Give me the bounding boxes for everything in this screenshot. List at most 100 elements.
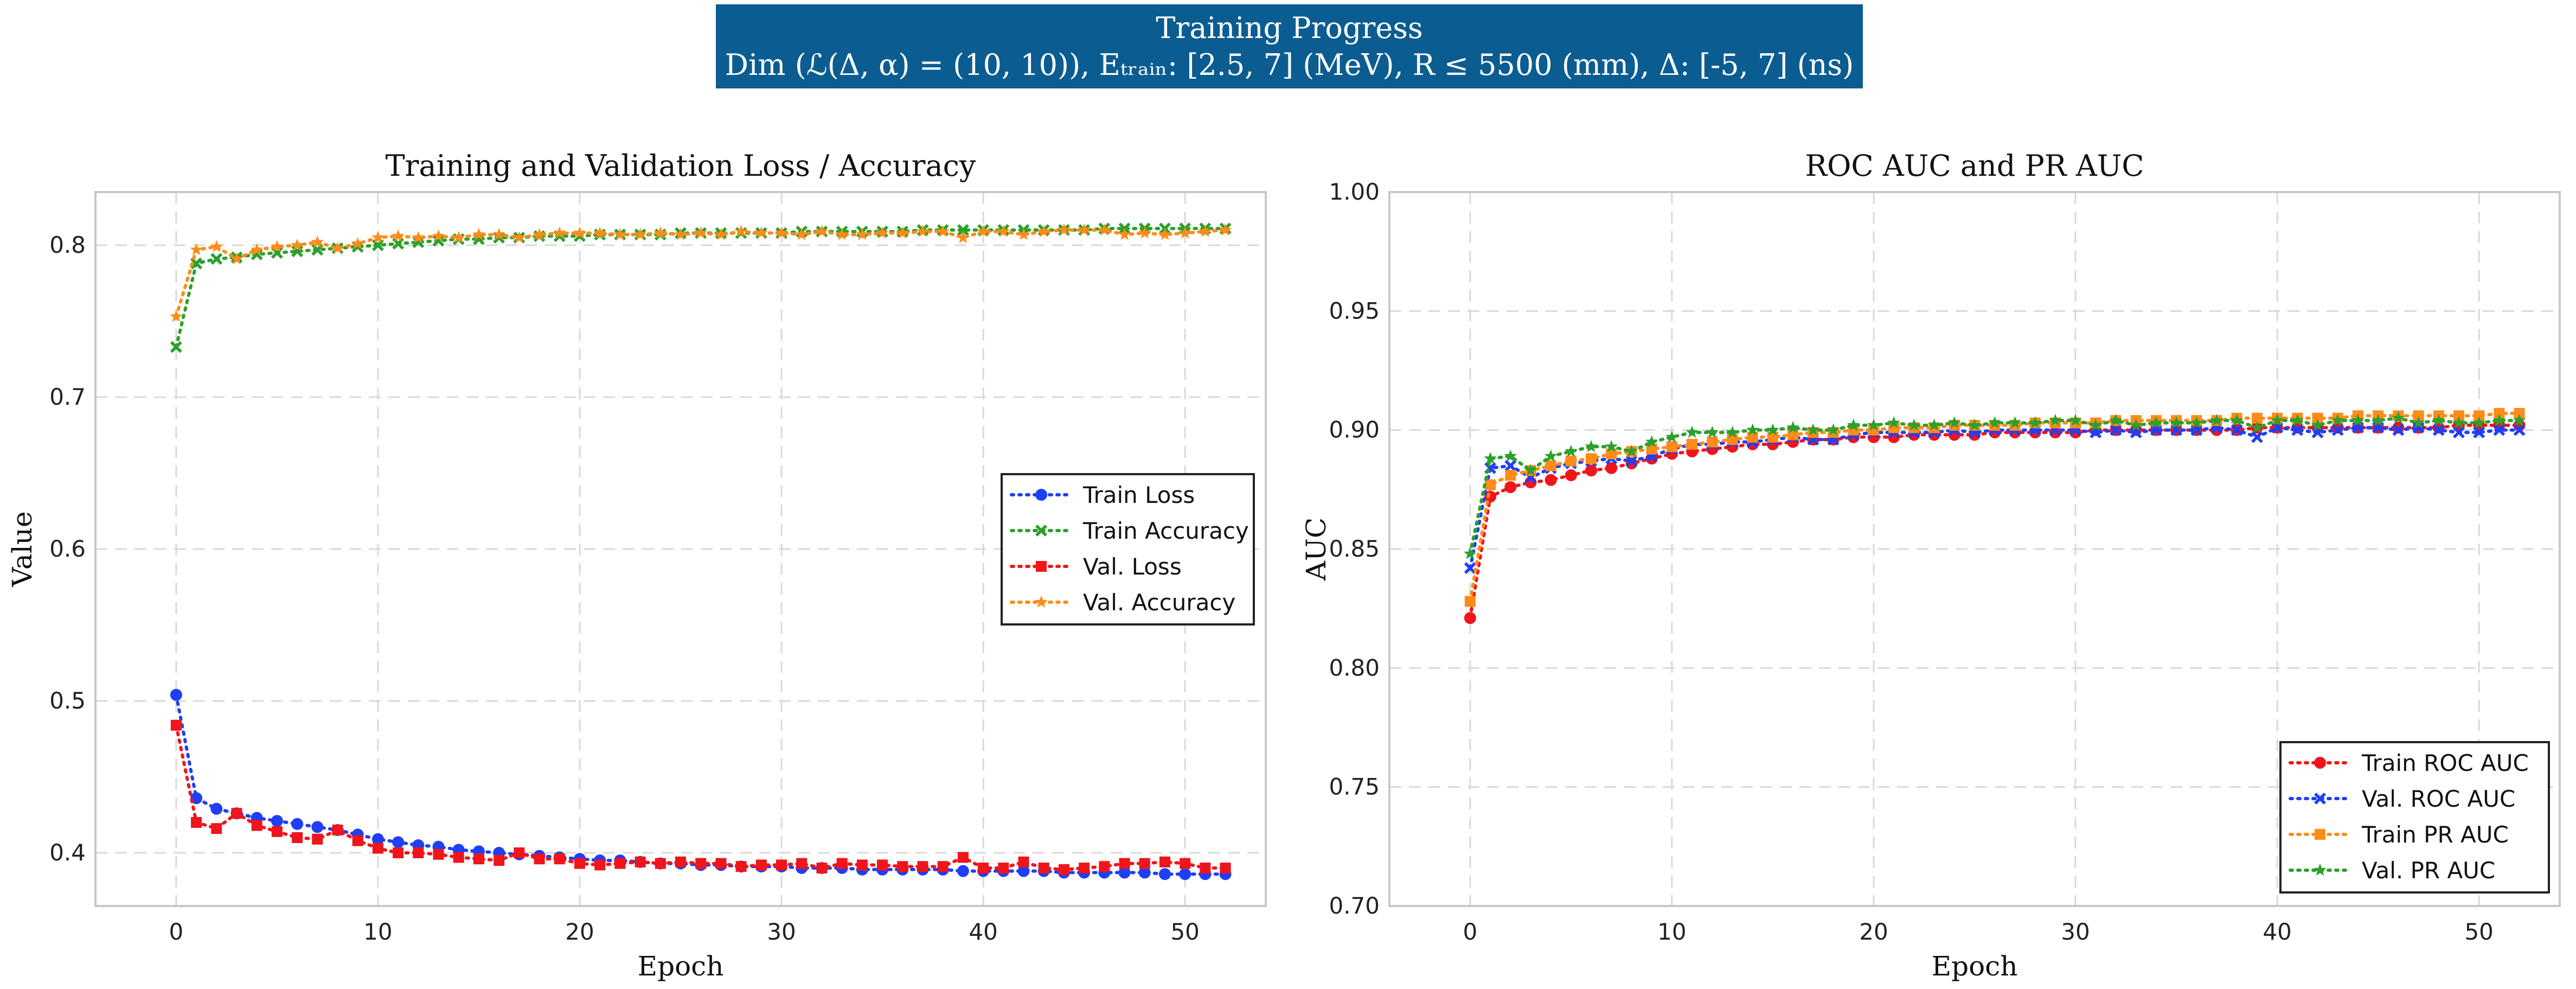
data-point	[1200, 863, 1211, 873]
data-point	[614, 858, 626, 869]
data-point	[675, 856, 686, 867]
data-point	[1037, 225, 1050, 237]
data-point	[2109, 413, 2123, 426]
data-point	[432, 229, 445, 242]
data-point	[1605, 462, 1618, 474]
legend-label: Val. Accuracy	[1083, 589, 1235, 616]
data-point	[1948, 416, 1961, 429]
data-point	[2412, 416, 2425, 429]
data-point	[957, 852, 969, 863]
data-point	[1138, 866, 1151, 879]
chart-title: Training and Validation Loss / Accuracy	[386, 149, 976, 183]
data-point	[2513, 424, 2526, 436]
data-point	[734, 225, 748, 237]
data-point	[1927, 418, 1941, 431]
series-line	[1468, 412, 2521, 603]
data-point	[170, 688, 182, 701]
data-point	[514, 847, 525, 858]
data-point	[2331, 424, 2344, 436]
series-train-accuracy	[170, 222, 1232, 353]
data-point	[2251, 431, 2263, 443]
data-point	[1220, 863, 1231, 873]
data-point	[2432, 413, 2445, 426]
data-point	[494, 855, 505, 866]
legend-label: Val. ROC AUC	[2362, 786, 2515, 812]
data-point	[715, 858, 727, 869]
data-point	[1625, 444, 1638, 457]
data-point	[917, 861, 928, 872]
x-tick-label: 10	[1657, 918, 1686, 945]
data-point	[1504, 481, 1517, 493]
series-val-loss	[170, 719, 1231, 875]
data-point	[1707, 436, 1718, 448]
data-point	[432, 234, 445, 247]
data-point	[997, 225, 1010, 237]
chart-panel-1: 0 10 20 30 40 50 0.4 0.5 0.6 0.7 0.8 Training and V…	[7, 149, 1267, 982]
data-point	[1504, 449, 1517, 462]
data-point	[1098, 223, 1111, 235]
chart-title: ROC AUC and PR AUC	[1805, 149, 2144, 183]
data-point	[2230, 413, 2244, 426]
legend-marker	[2314, 863, 2327, 876]
data-point	[2473, 426, 2485, 439]
data-point	[2008, 416, 2022, 429]
data-point	[2291, 424, 2304, 436]
data-point	[1464, 547, 1477, 559]
data-point	[1139, 858, 1150, 869]
data-point	[856, 859, 868, 871]
plot-frame	[1388, 191, 2561, 907]
data-point	[2190, 416, 2203, 429]
data-point	[755, 226, 768, 239]
data-point	[512, 231, 526, 243]
legend-label: Val. Loss	[1083, 553, 1182, 580]
data-point	[1219, 223, 1232, 235]
data-point	[2311, 418, 2324, 431]
legend-marker	[2314, 793, 2326, 805]
series-line	[174, 723, 1227, 871]
data-point	[392, 836, 405, 848]
data-point	[977, 225, 990, 237]
data-point	[231, 808, 242, 819]
data-point	[170, 310, 183, 322]
figure-title-banner: Training Progress Dim (ℒ(Δ, α) = (10, 10…	[716, 4, 1863, 88]
series-train-loss	[170, 688, 1232, 880]
data-point	[876, 226, 889, 239]
y-tick-label: 0.90	[1329, 417, 1380, 443]
data-point	[250, 243, 264, 256]
data-point	[998, 863, 1009, 873]
data-point	[1727, 434, 1738, 445]
data-point	[957, 231, 970, 243]
data-point	[1585, 464, 1598, 477]
data-point	[2493, 424, 2505, 436]
data-point	[332, 825, 343, 835]
legend-marker	[1036, 561, 1047, 572]
data-point	[371, 231, 385, 243]
data-point	[1159, 856, 1170, 867]
data-point	[473, 853, 484, 865]
data-point	[2231, 424, 2243, 436]
data-point	[1464, 596, 1476, 607]
data-point	[1968, 418, 1981, 431]
x-tick-label: 10	[363, 918, 392, 945]
legend-label: Train Loss	[1082, 482, 1195, 508]
data-point	[1485, 479, 1496, 490]
data-point	[2170, 416, 2183, 429]
data-point	[170, 341, 182, 353]
data-point	[1887, 416, 1900, 429]
y-tick-label: 0.6	[49, 535, 86, 562]
series-train-roc-auc	[1464, 419, 2526, 624]
legend: Train ROC AUC Val. ROC AUC Train PR AUC Val…	[2279, 741, 2550, 894]
data-point	[957, 224, 969, 236]
data-point	[1178, 226, 1191, 239]
series-val-pr-auc	[1464, 411, 2526, 559]
data-point	[1806, 423, 1820, 436]
data-point	[957, 865, 969, 877]
data-point	[1504, 460, 1517, 472]
data-point	[1645, 435, 1658, 448]
data-point	[2412, 422, 2425, 434]
data-point	[412, 231, 425, 243]
y-tick-label: 0.7	[49, 384, 86, 410]
data-point	[2453, 410, 2464, 422]
x-tick-label: 50	[1170, 918, 1199, 945]
data-point	[492, 228, 505, 240]
